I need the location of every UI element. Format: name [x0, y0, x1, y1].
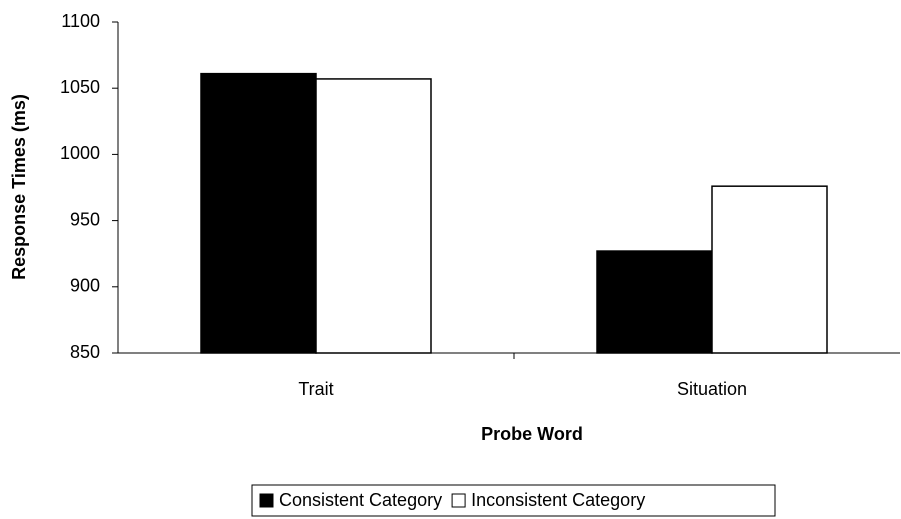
legend-swatch — [451, 493, 466, 508]
x-axis-title: Probe Word — [481, 424, 583, 444]
bar — [711, 185, 828, 354]
bar — [596, 250, 713, 354]
y-tick-label: 1000 — [60, 143, 100, 163]
y-tick-label: 900 — [70, 276, 100, 296]
y-axis-title: Response Times (ms) — [9, 94, 29, 280]
y-tick-label: 1100 — [61, 11, 100, 31]
x-tick-label: Trait — [298, 379, 333, 399]
bar — [200, 72, 317, 354]
legend-swatch — [259, 493, 274, 508]
legend-box — [251, 484, 776, 517]
legend-label: Consistent Category — [279, 490, 442, 510]
y-tick-label: 950 — [70, 209, 100, 229]
y-tick-label: 1050 — [60, 77, 100, 97]
legend-label: Inconsistent Category — [471, 490, 645, 510]
x-tick-label: Situation — [677, 379, 747, 399]
bar — [315, 78, 432, 354]
y-tick-label: 850 — [70, 342, 100, 362]
